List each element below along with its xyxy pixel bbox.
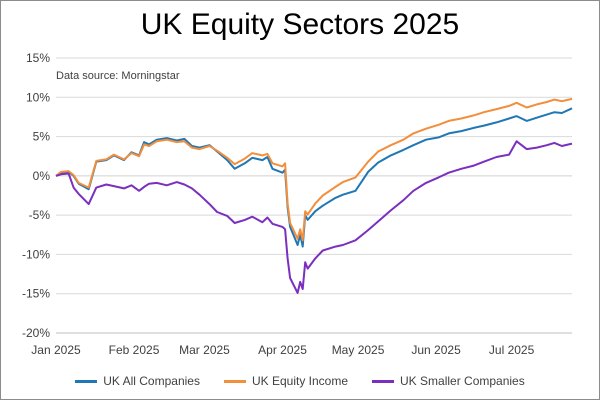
y-tick-label: -15% xyxy=(22,287,50,301)
legend-item: UK Equity Income xyxy=(223,374,349,388)
y-axis: 15% 10% 5% 0% -5% -10% -15% -20% xyxy=(22,51,50,340)
x-tick-label: Mar 2025 xyxy=(179,343,230,357)
source-note: Data source: Morningstar xyxy=(56,70,180,82)
series-line-uk-all-companies xyxy=(55,107,573,248)
x-tick-label: Apr 2025 xyxy=(258,343,307,357)
x-tick-label: Jul 2025 xyxy=(489,343,535,357)
legend-label: UK All Companies xyxy=(103,374,200,388)
x-tick-label: Jan 2025 xyxy=(31,343,81,357)
x-tick-label: May 2025 xyxy=(332,343,385,357)
legend-swatch xyxy=(223,379,246,383)
y-tick-label: 5% xyxy=(33,130,51,144)
legend-item: UK Smaller Companies xyxy=(372,374,525,388)
y-tick-label: 0% xyxy=(33,169,51,183)
x-axis: Jan 2025 Feb 2025 Mar 2025 Apr 2025 May 2025… xyxy=(31,332,572,357)
gridlines xyxy=(56,57,572,334)
y-tick-label: 15% xyxy=(26,51,50,65)
legend-swatch xyxy=(75,379,98,383)
chart-title: UK Equity Sectors 2025 xyxy=(140,8,460,41)
legend-swatch xyxy=(372,379,395,383)
x-tick-label: Jun 2025 xyxy=(411,343,461,357)
series-lines xyxy=(55,97,573,294)
series-line-uk-smaller-companies xyxy=(55,140,573,294)
y-tick-label: 10% xyxy=(26,90,50,104)
y-tick-label: -20% xyxy=(22,326,50,340)
series-line-uk-equity-income xyxy=(55,97,573,242)
legend-label: UK Equity Income xyxy=(251,374,349,388)
legend-label: UK Smaller Companies xyxy=(400,374,525,388)
legend: UK All Companies UK Equity Income UK Small… xyxy=(0,374,600,388)
x-tick-label: Feb 2025 xyxy=(109,343,160,357)
y-tick-label: -10% xyxy=(22,247,50,261)
y-tick-label: -5% xyxy=(29,208,51,222)
legend-item: UK All Companies xyxy=(75,374,200,388)
